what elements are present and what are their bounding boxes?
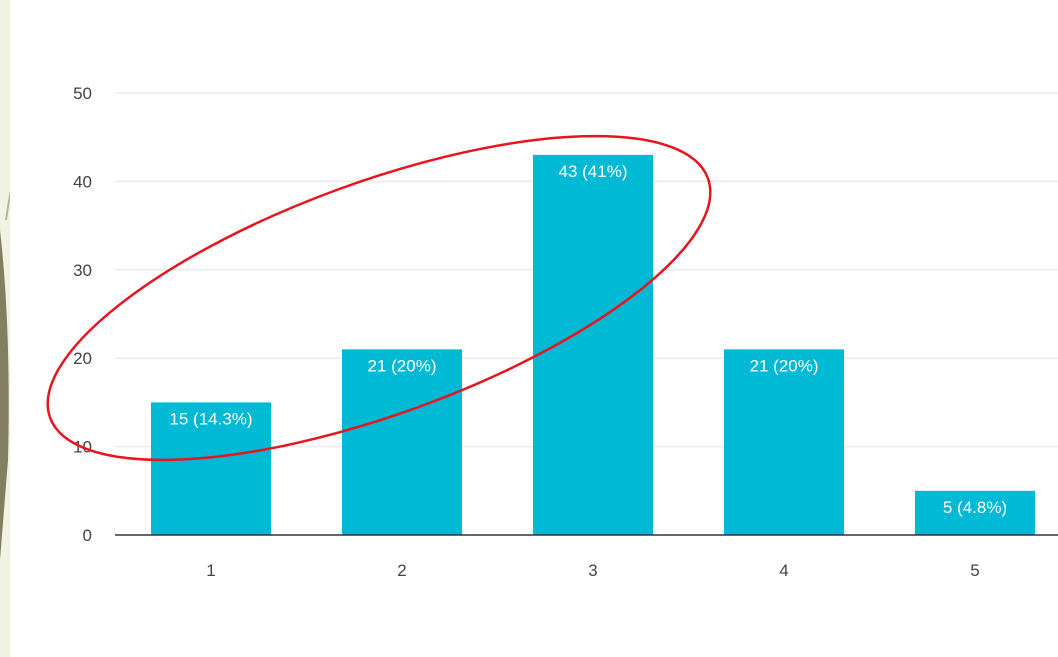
bar (533, 154, 653, 535)
bar-value-label: 43 (41%) (559, 162, 628, 181)
x-tick-label: 2 (397, 561, 406, 580)
bar-value-label: 21 (20%) (368, 356, 437, 375)
bar-value-label: 21 (20%) (750, 356, 819, 375)
y-tick-label: 0 (83, 526, 92, 545)
y-tick-label: 30 (73, 261, 92, 280)
bar (915, 490, 1035, 535)
bar (151, 402, 271, 535)
bar-value-label: 5 (4.8%) (943, 498, 1007, 517)
y-tick-label: 40 (73, 172, 92, 191)
x-axis-ticks: 1 2 3 4 5 (206, 561, 979, 580)
x-tick-label: 1 (206, 561, 215, 580)
x-tick-label: 3 (588, 561, 597, 580)
bar-value-labels: 15 (14.3%) 21 (20%) 43 (41%) 21 (20%) 5 (4.8… (169, 162, 1007, 517)
y-tick-label: 20 (73, 349, 92, 368)
bar-value-label: 15 (14.3%) (169, 409, 252, 428)
bar (724, 349, 844, 535)
bars (151, 154, 1035, 535)
bar (342, 349, 462, 535)
annotation-ellipse (46, 134, 712, 462)
x-tick-label: 4 (779, 561, 788, 580)
x-tick-label: 5 (970, 561, 979, 580)
y-tick-label: 50 (73, 84, 92, 103)
